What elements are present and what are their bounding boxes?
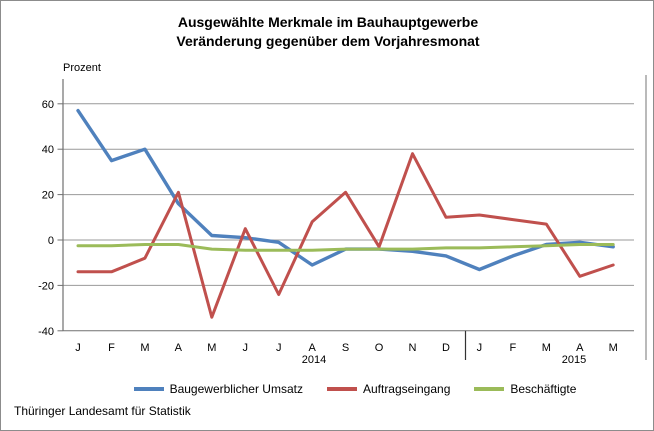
svg-text:20: 20 [42,190,54,202]
svg-text:A: A [576,342,584,354]
chart-title-line1: Ausgewählte Merkmale im Bauhauptgewerbe [177,14,479,30]
y-axis-unit-label: Prozent [63,62,101,74]
x-axis-labels: J F M A M J J A S O N D J F M A M 2014 2015 [75,342,618,366]
svg-text:N: N [409,342,417,354]
legend-line-swatch-red [326,387,357,391]
svg-text:J: J [75,342,81,354]
legend-item-auftragseingang: Auftragseingang [326,382,451,396]
legend-label: Beschäftigte [510,382,577,396]
series-line-2 [76,243,615,252]
svg-text:M: M [207,342,216,354]
svg-text:M: M [542,342,551,354]
legend-line-swatch-blue [133,387,164,391]
legend-label: Auftragseingang [362,382,451,396]
svg-text:J: J [276,342,282,354]
legend-label: Baugewerblicher Umsatz [169,382,303,396]
svg-text:F: F [509,342,516,354]
svg-text:A: A [175,342,183,354]
chart-title-line2: Veränderung gegenüber dem Vorjahresmonat [176,33,480,49]
y-axis-labels: 60 40 20 0 -20 -40 [38,99,54,338]
svg-text:-20: -20 [38,280,54,292]
source-note: Thüringer Landesamt für Statistik [14,404,191,418]
svg-text:-40: -40 [38,326,54,338]
svg-text:O: O [375,342,384,354]
legend-item-beschaeftigte: Beschäftigte [474,382,576,396]
svg-text:D: D [442,342,450,354]
chart-title: Ausgewählte Merkmale im Bauhauptgewerbe … [1,13,653,51]
svg-text:J: J [243,342,249,354]
svg-text:A: A [308,342,316,354]
series-line-1 [76,152,615,319]
legend-item-baugewerblicher-umsatz: Baugewerblicher Umsatz [133,382,303,396]
year-label: 2015 [562,354,586,366]
chart-legend: Baugewerblicher Umsatz Auftragseingang B… [63,382,647,396]
year-label: 2014 [302,354,326,366]
svg-text:M: M [609,342,618,354]
gridlines [57,103,634,332]
svg-text:F: F [108,342,115,354]
svg-text:60: 60 [42,99,54,111]
legend-line-swatch-green [474,387,505,391]
svg-text:M: M [140,342,149,354]
svg-text:0: 0 [48,235,54,247]
svg-text:J: J [477,342,483,354]
svg-text:40: 40 [42,144,54,156]
axes [62,75,647,360]
svg-text:S: S [342,342,349,354]
